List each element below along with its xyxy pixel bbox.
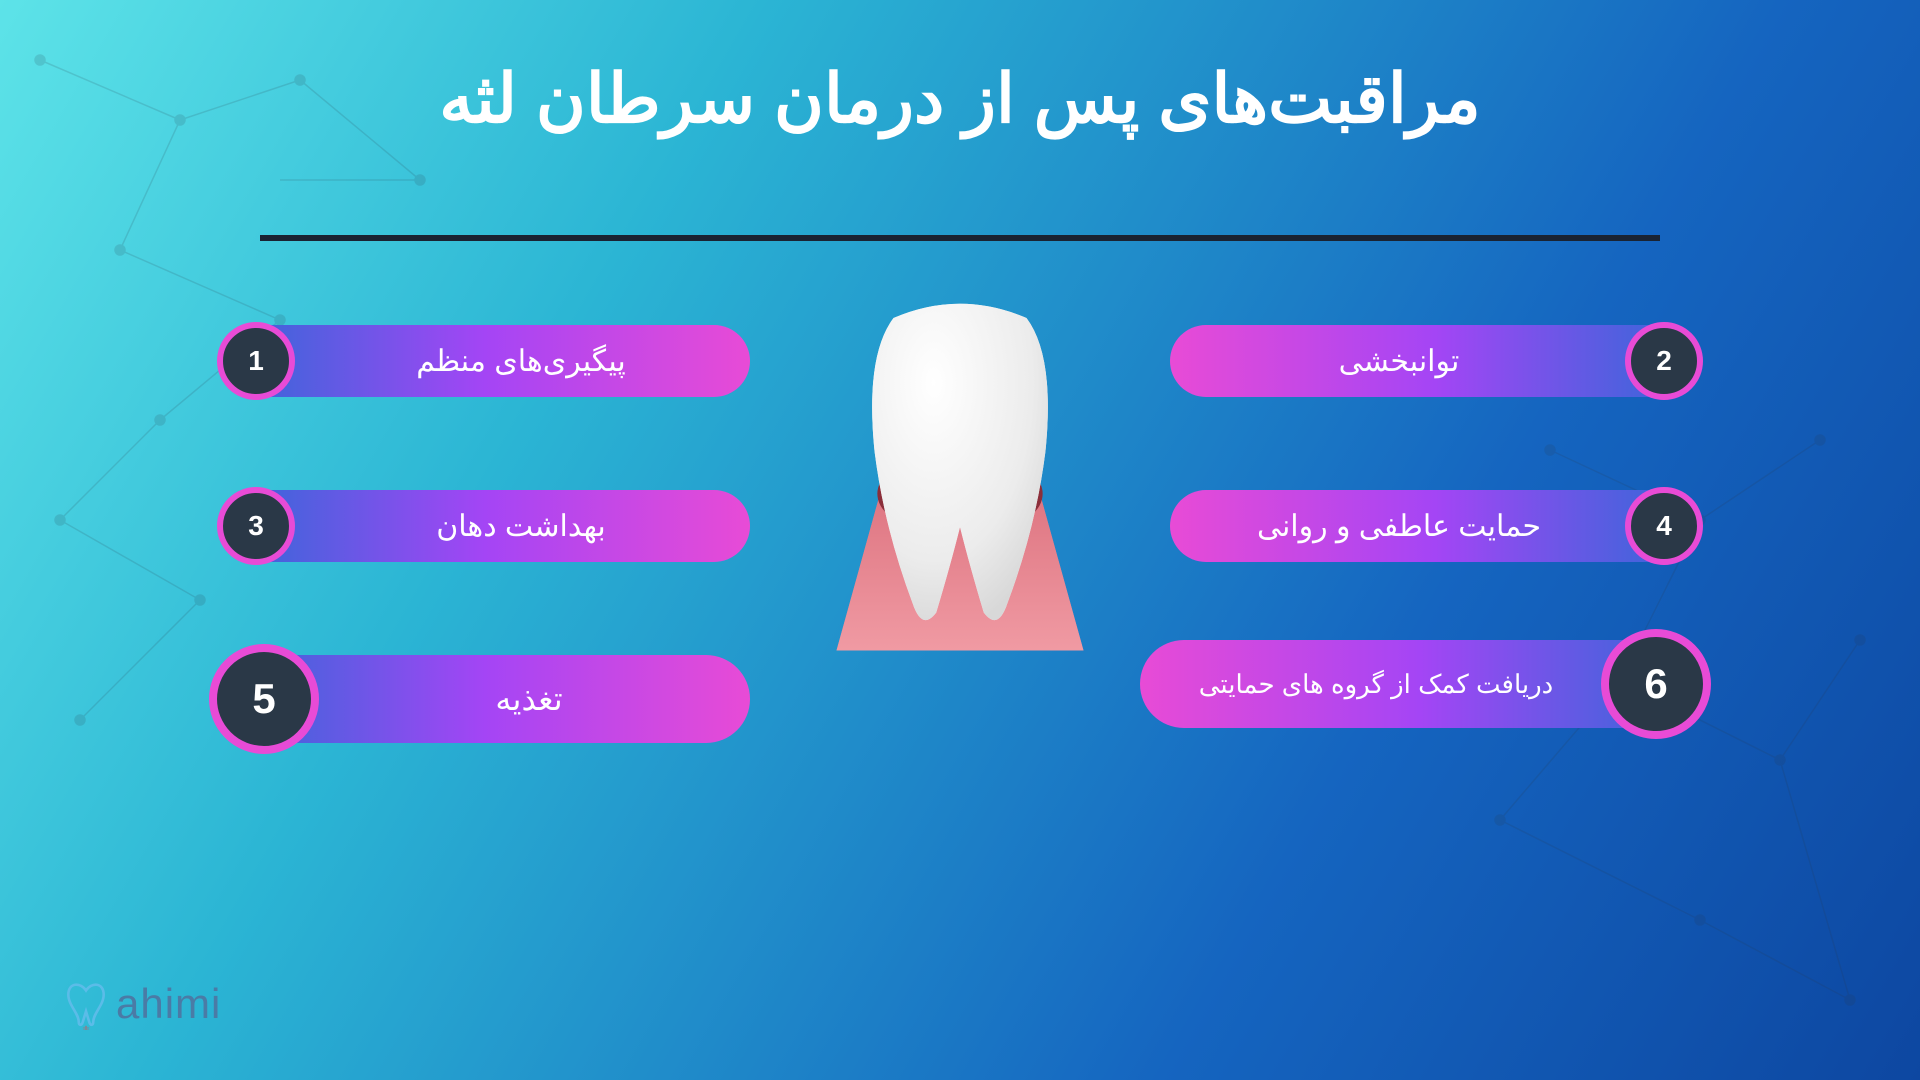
care-item-number: 3: [217, 487, 295, 565]
care-item-label: بهداشت دهان: [292, 509, 750, 544]
care-item-1: پیگیری‌های منظم 1: [220, 325, 750, 397]
care-item-6: دریافت کمک از گروه های حمایتی 6: [1140, 640, 1700, 728]
tooth-illustration: [770, 280, 1150, 660]
tooth-heart-icon: [60, 978, 112, 1030]
brand-logo: ahimi: [60, 978, 221, 1030]
care-item-label: توانبخشی: [1170, 344, 1628, 379]
care-item-label: پیگیری‌های منظم: [292, 344, 750, 379]
care-item-number: 5: [209, 644, 319, 754]
care-item-3: بهداشت دهان 3: [220, 490, 750, 562]
care-item-label: تغذیه: [308, 680, 750, 718]
page-title: مراقبت‌های پس از درمان سرطان لثه: [439, 60, 1480, 139]
care-item-4: حمایت عاطفی و روانی 4: [1170, 490, 1700, 562]
care-item-number: 1: [217, 322, 295, 400]
care-item-number: 6: [1601, 629, 1711, 739]
care-item-label: دریافت کمک از گروه های حمایتی: [1140, 669, 1612, 700]
title-divider: [260, 235, 1660, 241]
care-item-2: توانبخشی 2: [1170, 325, 1700, 397]
brand-name: ahimi: [116, 980, 221, 1028]
care-item-5: تغذیه 5: [220, 655, 750, 743]
care-item-label: حمایت عاطفی و روانی: [1170, 509, 1628, 544]
care-item-number: 4: [1625, 487, 1703, 565]
care-item-number: 2: [1625, 322, 1703, 400]
